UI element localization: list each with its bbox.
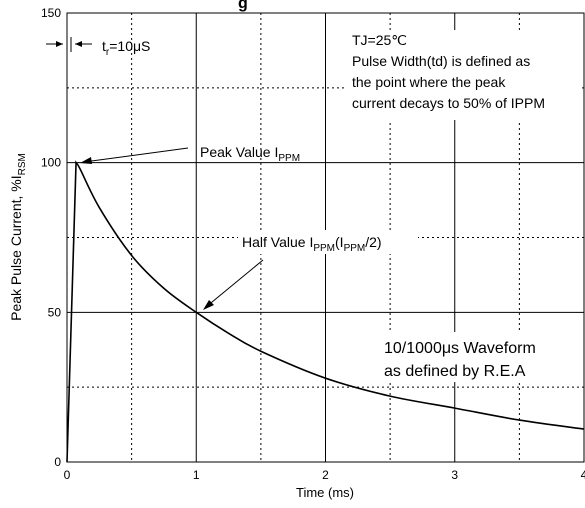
y-axis-label: Peak Pulse Current, %IRSM	[8, 153, 28, 321]
y-tick-label: 150	[41, 6, 61, 20]
x-tick-label: 0	[64, 468, 71, 482]
rise-time-label: tr=10μS	[102, 38, 150, 58]
note-line-1: Pulse Width(td) is defined as	[352, 53, 530, 69]
y-tick-label: 50	[48, 305, 62, 319]
plot-frame	[66, 12, 585, 463]
note-line-3: current decays to 50% of IPPM	[352, 95, 545, 111]
x-axis-label: Time (ms)	[296, 485, 354, 500]
half-label-bg	[238, 230, 418, 254]
pulse-width-note: TJ=25℃ Pulse Width(td) is defined as the…	[346, 30, 582, 120]
chart-title-fragment: g	[238, 0, 248, 12]
peak-arrow	[80, 147, 189, 164]
x-tick-label: 1	[193, 468, 200, 482]
half-value-label: Half Value IPPM(IPPM/2)	[242, 234, 382, 254]
tick-labels: 0 1 2 3 4 0 50 100 150	[41, 6, 585, 482]
y-tick-label: 0	[54, 455, 61, 469]
waveform-curve	[66, 160, 585, 463]
tj-label: TJ=25℃	[352, 32, 407, 48]
waveform-line-1: 10/1000μs Waveform	[384, 340, 536, 357]
peak-label: Peak Value IPPM	[200, 144, 300, 164]
x-tick-label: 3	[451, 468, 458, 482]
y-tick-label: 100	[41, 156, 61, 170]
rise-time-marker	[46, 37, 92, 52]
waveform-note-bg	[378, 332, 568, 382]
waveform-line-2: as defined by R.E.A	[384, 363, 526, 380]
note-line-2: the point where the peak	[352, 74, 506, 90]
half-arrow	[203, 259, 264, 310]
x-tick-label: 2	[322, 468, 329, 482]
x-tick-label: 4	[581, 468, 585, 482]
